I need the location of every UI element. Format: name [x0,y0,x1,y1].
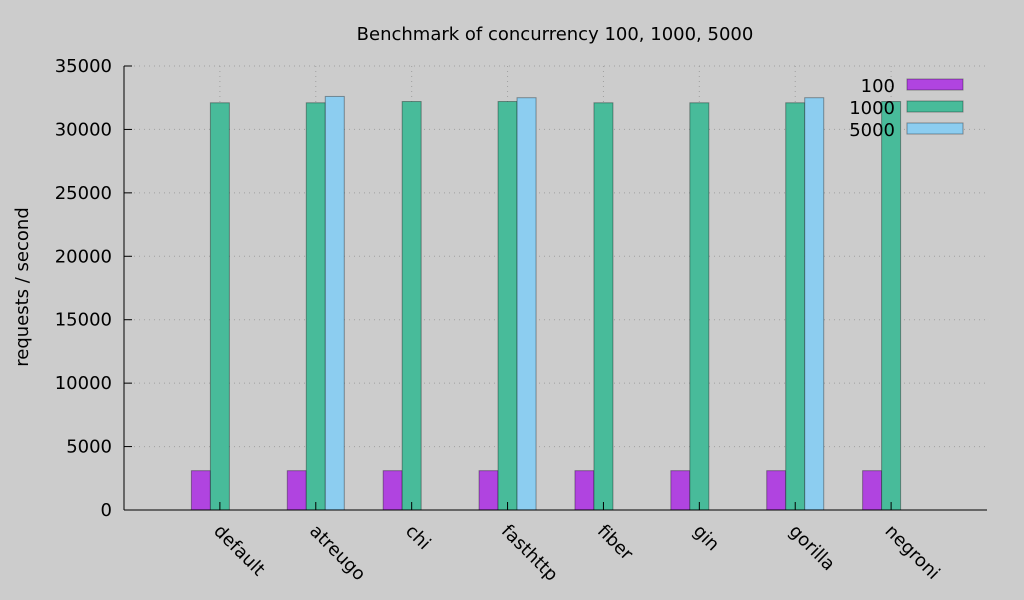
bar-1000-fasthttp [497,101,518,511]
x-tick-label: chi [401,521,434,554]
bar-100-chi [382,470,403,511]
y-tick-label: 25000 [55,183,112,204]
legend-label-1000: 1000 [849,98,895,119]
x-tick-label: default [209,521,269,581]
axes-group [123,66,987,511]
legend-label-100: 100 [861,76,895,97]
legend-swatch-1000 [906,100,964,113]
legend-swatch-5000 [906,122,964,135]
bar-1000-gin [689,102,710,511]
x-tick-label: negroni [881,521,944,584]
y-tick-label: 35000 [55,56,112,77]
y-tick-label: 10000 [55,373,112,394]
bar-5000-atreugo [324,95,345,511]
y-axis-label: requests / second [12,207,33,367]
bar-1000-gorilla [785,102,806,511]
y-tick-label: 0 [101,500,112,521]
bar-100-default [190,470,211,511]
y-tick-label: 15000 [55,310,112,331]
bar-100-fasthttp [478,470,499,511]
bar-1000-fiber [593,102,614,511]
y-tick-label: 20000 [55,246,112,267]
bar-1000-negroni [881,101,902,511]
bar-100-gin [670,470,691,511]
x-tick-label: fasthttp [497,521,562,586]
bar-100-gorilla [766,470,787,511]
y-tick-label: 30000 [55,119,112,140]
chart-title: Benchmark of concurrency 100, 1000, 5000 [357,24,754,45]
y-tick-label: 5000 [66,437,112,458]
bar-1000-chi [401,101,422,511]
legend-swatch-100 [906,78,964,91]
x-tick-label: gin [689,521,724,556]
x-tick-label: atreugo [305,521,369,585]
bar-5000-gorilla [804,97,825,511]
x-tick-label: fiber [593,521,637,565]
x-ticks: default atreugo chi fasthttp fiber gin gorilla… [209,502,944,586]
bar-100-atreugo [286,470,307,511]
bar-1000-default [209,102,230,511]
bar-100-negroni [862,470,883,511]
legend-label-5000: 5000 [849,120,895,141]
bar-1000-atreugo [305,102,326,511]
bar-100-fiber [574,470,595,511]
x-tick-label: gorilla [785,521,839,575]
bars-group [190,95,902,511]
y-ticks: 0 5000 10000 15000 20000 25000 30000 35000 [55,56,132,521]
bar-5000-fasthttp [516,97,537,511]
